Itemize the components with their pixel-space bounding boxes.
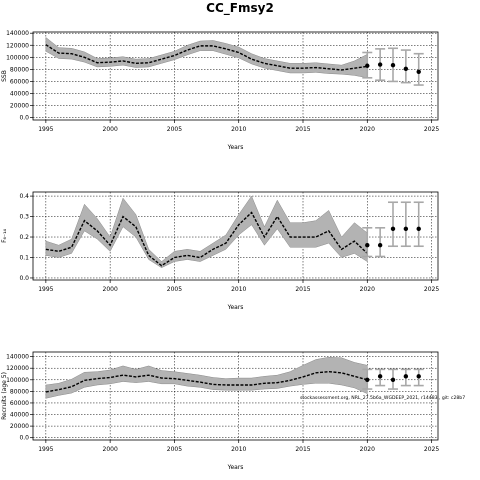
forecast-errorbar xyxy=(413,368,424,387)
y-tick-label: 0.4 xyxy=(19,193,29,200)
forecast-point xyxy=(365,377,370,382)
forecast-point xyxy=(390,377,396,382)
panel-2: 1995 2000 2005 2010 2015 2020 2025 0.0 0.1 0.2 0.3… xyxy=(1,191,439,311)
x-tick-label: 2020 xyxy=(360,126,375,133)
y-axis-label: SSB xyxy=(1,70,8,82)
y-tick-label: 60000 xyxy=(10,78,29,85)
forecast-point xyxy=(390,226,396,232)
forecast-errorbar xyxy=(413,52,424,86)
x-tick-label: 2025 xyxy=(424,286,439,293)
plot-frame xyxy=(32,31,439,121)
x-tick-label: 2015 xyxy=(295,126,310,133)
watermark: stockassessment.org, NRL_27.5b6a_WGDEEP_… xyxy=(300,395,465,401)
plot-frame xyxy=(32,191,439,281)
y-axis-label: Recruits (age 5) xyxy=(1,372,8,420)
y-tick-label: 0.0 xyxy=(19,275,29,282)
y-tick-label: 80000 xyxy=(10,388,29,395)
forecast-point xyxy=(377,62,383,67)
forecast-errorbar xyxy=(400,368,411,387)
y-tick-label: 120000 xyxy=(6,42,29,49)
y-tick-label: 140000 xyxy=(6,354,29,361)
x-tick-label: 2010 xyxy=(231,126,246,133)
forecast-point xyxy=(403,226,409,232)
forecast-point xyxy=(416,226,421,232)
x-tick-label: 2005 xyxy=(167,446,182,453)
x-tick-label: 2025 xyxy=(424,126,439,133)
y-tick-label: 0.0 xyxy=(19,115,29,122)
forecast-point xyxy=(377,243,383,248)
x-tick-label: 2000 xyxy=(103,446,118,453)
x-tick-label: 2025 xyxy=(424,446,439,453)
forecast-point xyxy=(390,62,396,68)
x-tick-label: 2015 xyxy=(295,286,310,293)
panel-1: 1995 2000 2005 2010 2015 2020 2025 0.0 20000 4000… xyxy=(1,30,439,151)
x-tick-label: 2005 xyxy=(167,126,182,133)
forecast-errorbar xyxy=(413,201,424,248)
x-tick-label: 2020 xyxy=(360,446,375,453)
estimate-line xyxy=(45,211,368,267)
y-tick-label: 100000 xyxy=(6,377,29,384)
forecast-errorbar xyxy=(400,49,411,84)
y-tick-label: 0.2 xyxy=(19,234,29,241)
forecast-errorbar xyxy=(388,47,398,83)
y-tick-label: 0.3 xyxy=(19,214,29,221)
forecast-point xyxy=(377,374,383,379)
plot-frame xyxy=(32,351,439,441)
x-tick-label: 2000 xyxy=(103,126,118,133)
forecast-errorbar xyxy=(375,227,386,258)
forecast-errorbar xyxy=(388,368,398,390)
y-tick-label: 60000 xyxy=(10,400,29,407)
figure-title: CC_Fmsy2 xyxy=(206,1,274,16)
forecast-errorbar xyxy=(375,48,386,82)
forecast-errorbar xyxy=(375,368,386,387)
forecast-errorbar xyxy=(362,51,373,79)
y-tick-label: 40000 xyxy=(10,412,29,419)
x-tick-label: 2010 xyxy=(231,446,246,453)
confidence-band xyxy=(45,195,368,269)
forecast-errorbar xyxy=(388,201,398,248)
estimate-line xyxy=(45,44,368,71)
x-tick-label: 2005 xyxy=(167,286,182,293)
y-axis-label: F₆₋₁₄ xyxy=(1,228,8,242)
y-tick-label: 0.1 xyxy=(19,254,29,261)
x-axis-label: Years xyxy=(227,304,244,311)
x-tick-label: 2000 xyxy=(103,286,118,293)
x-tick-label: 1995 xyxy=(38,446,53,453)
y-tick-label: 20000 xyxy=(10,103,29,110)
y-tick-label: 0.0 xyxy=(19,435,29,442)
panel-3: 1995 2000 2005 2010 2015 2020 2025 0.0 20000 4000… xyxy=(1,351,439,471)
forecast-errorbar xyxy=(362,227,373,258)
y-tick-label: 40000 xyxy=(10,90,29,97)
x-tick-label: 2015 xyxy=(295,446,310,453)
forecast-errorbar xyxy=(400,201,411,248)
x-axis-label: Years xyxy=(227,144,244,151)
forecast-point xyxy=(365,63,370,68)
x-tick-label: 1995 xyxy=(38,286,53,293)
x-axis-label: Years xyxy=(227,464,244,471)
forecast-point xyxy=(416,69,421,74)
y-tick-label: 80000 xyxy=(10,66,29,73)
forecast-point xyxy=(416,374,421,379)
plots: 1995 2000 2005 2010 2015 2020 2025 0.0 20000 4000… xyxy=(1,30,439,471)
confidence-band xyxy=(45,356,368,399)
x-tick-label: 2020 xyxy=(360,286,375,293)
y-tick-label: 120000 xyxy=(6,365,29,372)
x-tick-label: 2010 xyxy=(231,286,246,293)
forecast-point xyxy=(403,374,409,379)
y-tick-label: 20000 xyxy=(10,423,29,430)
forecast-errorbar xyxy=(362,368,373,390)
confidence-band xyxy=(45,36,368,79)
estimate-line xyxy=(45,370,368,393)
forecast-point xyxy=(365,243,370,248)
y-tick-label: 100000 xyxy=(6,54,29,61)
x-tick-label: 1995 xyxy=(38,126,53,133)
forecast-point xyxy=(403,66,409,71)
y-tick-label: 140000 xyxy=(6,30,29,37)
